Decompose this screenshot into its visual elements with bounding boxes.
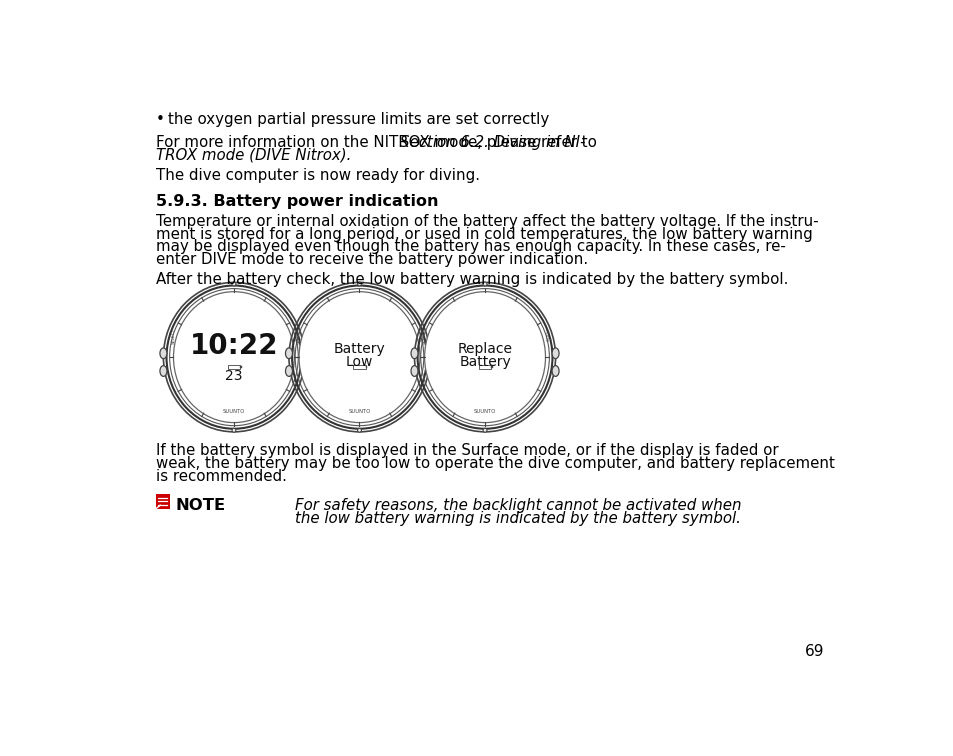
Text: Section 6.2. Diving in NI-: Section 6.2. Diving in NI- — [399, 135, 584, 150]
Bar — [365, 367, 367, 368]
Ellipse shape — [173, 292, 294, 423]
Text: 69: 69 — [804, 644, 823, 659]
Bar — [478, 365, 491, 370]
Text: If the battery symbol is displayed in the Surface mode, or if the display is fad: If the battery symbol is displayed in th… — [155, 443, 778, 458]
Ellipse shape — [411, 366, 417, 376]
Bar — [491, 367, 493, 368]
Text: Battery: Battery — [334, 342, 385, 356]
Text: SUUNTO: SUUNTO — [348, 408, 370, 414]
Text: SUUNTO: SUUNTO — [223, 408, 245, 414]
Bar — [353, 365, 365, 370]
Text: NOTE: NOTE — [175, 498, 226, 513]
Ellipse shape — [424, 292, 545, 423]
Text: enter DIVE mode to receive the battery power indication.: enter DIVE mode to receive the battery p… — [155, 252, 587, 267]
Ellipse shape — [552, 366, 558, 376]
Text: may be displayed even though the battery has enough capacity. In these cases, re: may be displayed even though the battery… — [155, 240, 784, 254]
Ellipse shape — [160, 366, 167, 376]
Ellipse shape — [232, 429, 235, 432]
Text: Temperature or internal oxidation of the battery affect the battery voltage. If : Temperature or internal oxidation of the… — [155, 214, 818, 229]
Text: TROX mode (DIVE Nitrox).: TROX mode (DIVE Nitrox). — [155, 148, 351, 163]
Ellipse shape — [232, 282, 235, 286]
Bar — [228, 365, 240, 370]
Text: ment is stored for a long period, or used in cold temperatures, the low battery : ment is stored for a long period, or use… — [155, 227, 812, 242]
Text: The dive computer is now ready for diving.: The dive computer is now ready for divin… — [155, 168, 479, 183]
Text: For more information on the NITROX mode, please refer to: For more information on the NITROX mode,… — [155, 135, 600, 150]
Ellipse shape — [285, 348, 293, 358]
Text: 5.9.3. Battery power indication: 5.9.3. Battery power indication — [155, 194, 437, 209]
Text: Battery: Battery — [458, 355, 511, 369]
Bar — [240, 367, 241, 368]
Ellipse shape — [357, 429, 361, 432]
Text: is recommended.: is recommended. — [155, 469, 286, 484]
Text: weak, the battery may be too low to operate the dive computer, and battery repla: weak, the battery may be too low to oper… — [155, 456, 834, 471]
Ellipse shape — [411, 348, 417, 358]
Ellipse shape — [285, 366, 293, 376]
Text: the low battery warning is indicated by the battery symbol.: the low battery warning is indicated by … — [294, 511, 740, 526]
Ellipse shape — [552, 348, 558, 358]
Text: •: • — [155, 113, 164, 127]
Ellipse shape — [426, 366, 433, 376]
Bar — [155, 494, 170, 509]
Text: MODE: MODE — [417, 329, 421, 342]
Ellipse shape — [426, 348, 433, 358]
Text: 23: 23 — [225, 370, 242, 383]
Text: SELECT: SELECT — [172, 327, 175, 344]
Ellipse shape — [301, 348, 308, 358]
Text: SELECT: SELECT — [422, 327, 426, 344]
Ellipse shape — [298, 292, 419, 423]
Text: After the battery check, the low battery warning is indicated by the battery sym: After the battery check, the low battery… — [155, 272, 787, 287]
Text: MODE: MODE — [292, 329, 296, 342]
Text: Low: Low — [345, 355, 373, 369]
Text: SUUNTO: SUUNTO — [474, 408, 496, 414]
Text: 10:22: 10:22 — [190, 332, 278, 360]
Text: SELECT: SELECT — [296, 327, 301, 344]
Ellipse shape — [482, 282, 486, 286]
Text: MODE: MODE — [543, 329, 547, 342]
Ellipse shape — [482, 429, 486, 432]
Ellipse shape — [357, 282, 361, 286]
Text: the oxygen partial pressure limits are set correctly: the oxygen partial pressure limits are s… — [168, 113, 549, 127]
Ellipse shape — [160, 348, 167, 358]
Text: For safety reasons, the backlight cannot be activated when: For safety reasons, the backlight cannot… — [294, 498, 740, 513]
Ellipse shape — [301, 366, 308, 376]
Text: Replace: Replace — [457, 342, 512, 356]
